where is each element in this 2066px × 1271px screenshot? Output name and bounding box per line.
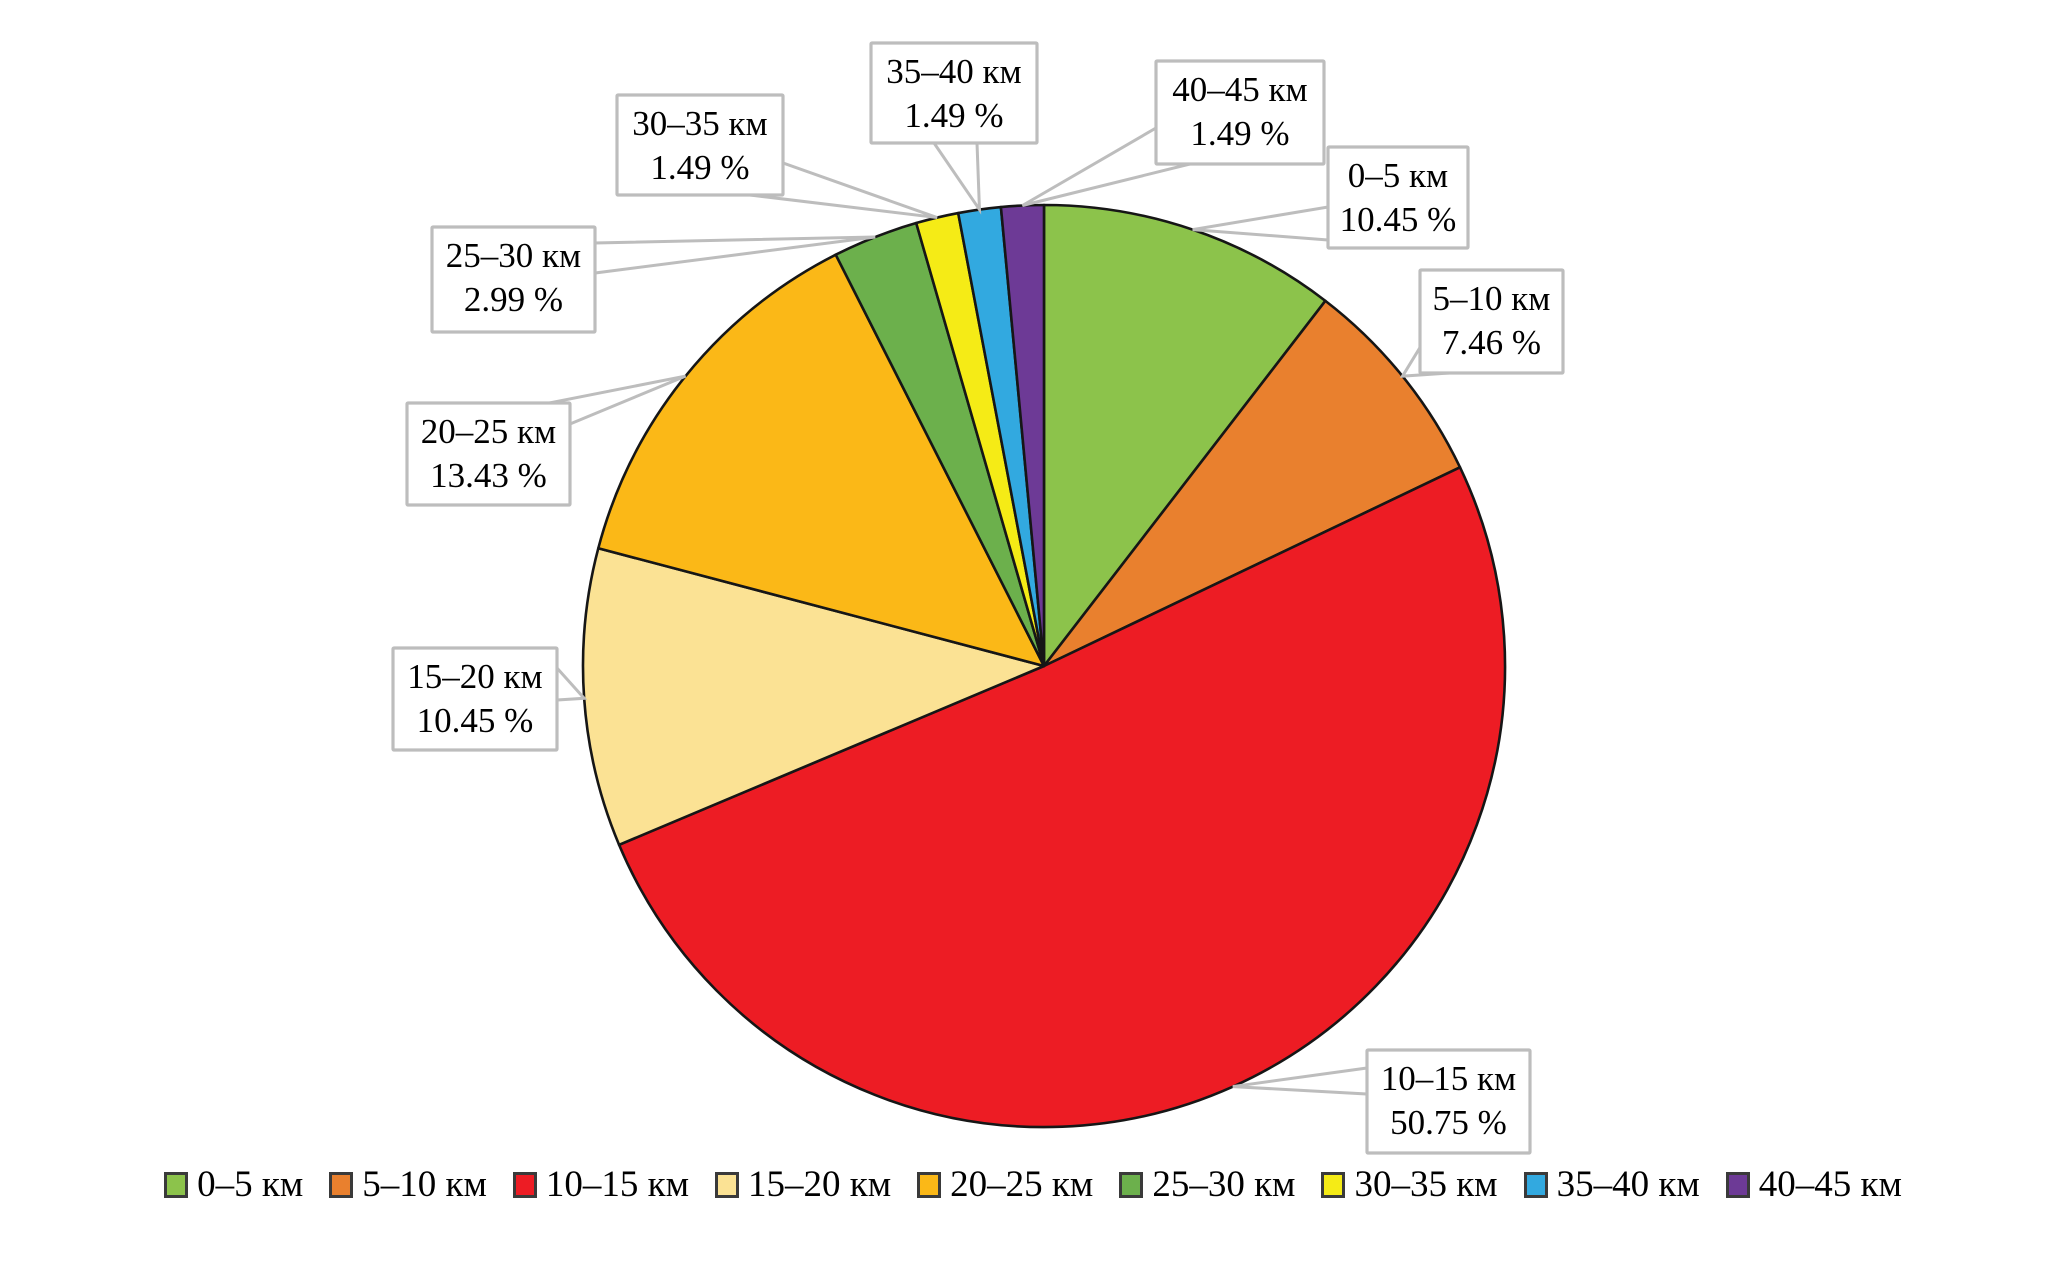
callout-value-label: 1.49 % — [1190, 114, 1289, 153]
legend-item-35-40-км: 35–40 км — [1523, 1164, 1700, 1205]
callout-20-25-км: 20–25 км 13.43 % — [405, 374, 687, 507]
callout-category-label: 25–30 км — [446, 236, 581, 275]
legend-item-15-20-км: 15–20 км — [715, 1166, 891, 1203]
callout-0-5-км: 0–5 км 10.45 % — [1192, 145, 1470, 250]
callout-10-15-км: 10–15 км 50.75 % — [1232, 1048, 1532, 1155]
callout-category-label: 10–15 км — [1381, 1059, 1516, 1098]
callout-box — [1326, 145, 1470, 250]
legend-item-5-10-км: 5–10 км — [329, 1166, 487, 1203]
callout-15-20-км: 15–20 км 10.45 % — [391, 646, 588, 752]
legend-item-label: 15–20 км — [748, 1164, 892, 1205]
legend-item-30-35-км: 30–35 км — [1321, 1164, 1498, 1205]
callout-value-label: 1.49 % — [650, 148, 749, 187]
legend-item-label: 30–35 км — [1354, 1164, 1498, 1205]
callout-box — [391, 646, 559, 752]
legend-item-label: 5–10 км — [362, 1164, 487, 1205]
callout-box — [1418, 268, 1565, 375]
callout-box — [869, 41, 1039, 145]
callout-35-40-км: 35–40 км 1.49 % — [869, 41, 1039, 215]
callout-box — [430, 225, 597, 334]
callout-value-label: 2.99 % — [464, 280, 563, 319]
legend-item-10-15-км: 10–15 км — [512, 1164, 690, 1205]
callout-leader-wedge — [931, 141, 982, 215]
callout-5-10-км: 5–10 км 7.46 % — [1399, 268, 1565, 378]
legend-color-swatch-icon — [329, 1171, 354, 1198]
callout-25-30-км: 25–30 км 2.99 % — [430, 225, 876, 334]
callout-value-label: 50.75 % — [1390, 1103, 1507, 1142]
legend-item-40-45-км: 40–45 км — [1725, 1164, 1902, 1205]
callout-category-label: 0–5 км — [1348, 156, 1448, 195]
legend-item-label: 0–5 км — [197, 1164, 304, 1205]
legend-item-label: 20–25 км — [950, 1164, 1094, 1205]
callout-category-label: 15–20 км — [407, 657, 542, 696]
legend-item-label: 35–40 км — [1556, 1164, 1700, 1205]
callout-category-label: 20–25 км — [421, 412, 556, 451]
callout-value-label: 7.46 % — [1442, 323, 1541, 362]
callout-40-45-км: 40–45 км 1.49 % — [1021, 59, 1326, 207]
legend-color-swatch-icon — [1523, 1171, 1548, 1198]
legend-item-0-5-км: 0–5 км — [164, 1166, 303, 1203]
callout-leader-wedge — [555, 664, 588, 702]
legend-color-swatch-icon — [715, 1171, 740, 1198]
callout-leader-wedge — [1192, 205, 1330, 242]
callout-category-label: 35–40 км — [886, 52, 1021, 91]
legend-color-swatch-icon — [917, 1171, 942, 1198]
legend-color-swatch-icon — [164, 1171, 189, 1198]
legend-color-swatch-icon — [1321, 1171, 1346, 1198]
callout-category-label: 40–45 км — [1172, 70, 1307, 109]
callout-value-label: 10.45 % — [417, 701, 534, 740]
callout-value-label: 13.43 % — [430, 456, 547, 495]
callout-category-label: 5–10 км — [1433, 279, 1551, 318]
callout-box — [1365, 1048, 1532, 1155]
legend-item-20-25-км: 20–25 км — [917, 1166, 1093, 1203]
legend-item-label: 25–30 км — [1152, 1164, 1296, 1205]
chart-legend: 0–5 км 5–10 км 10–15 км 15–20 км 20–25 к… — [0, 1166, 2066, 1203]
callout-box — [405, 401, 572, 507]
callout-30-35-км: 30–35 км 1.49 % — [615, 93, 938, 220]
callout-box — [1154, 59, 1326, 166]
legend-color-swatch-icon — [1119, 1171, 1144, 1198]
callout-value-label: 10.45 % — [1340, 200, 1457, 239]
callout-value-label: 1.49 % — [904, 96, 1003, 135]
legend-item-label: 40–45 км — [1758, 1164, 1902, 1205]
legend-color-swatch-icon — [512, 1171, 537, 1198]
legend-color-swatch-icon — [1725, 1171, 1750, 1198]
callout-category-label: 30–35 км — [632, 104, 767, 143]
legend-item-25-30-км: 25–30 км — [1119, 1166, 1295, 1203]
callout-box — [615, 93, 785, 197]
legend-item-label: 10–15 км — [545, 1164, 690, 1205]
